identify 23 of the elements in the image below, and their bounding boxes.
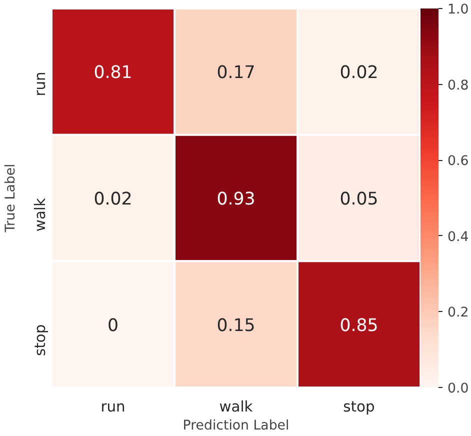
- data-label: 0: [107, 316, 119, 336]
- color-bar-label: 0.2: [448, 306, 469, 321]
- x-axis-title: Prediction Label: [182, 418, 290, 434]
- data-label: 0.15: [216, 316, 256, 336]
- y-tick-label: stop: [32, 324, 49, 356]
- data-label: 0.93: [216, 190, 256, 210]
- color-bar-label: 1.0: [448, 2, 469, 18]
- x-tick-label: run: [100, 398, 126, 416]
- x-tick-label: stop: [343, 398, 375, 416]
- data-label: 0.05: [340, 190, 378, 210]
- data-label: 0.17: [216, 63, 256, 84]
- data-label: 0.02: [340, 63, 378, 84]
- y-tick-label: run: [32, 72, 49, 96]
- y-axis-title: True Label: [4, 164, 18, 234]
- color-bar-label: 0.0: [448, 382, 469, 396]
- data-label: 0.85: [340, 316, 378, 336]
- color-bar-label: 0.8: [448, 78, 469, 94]
- y-tick-label: walk: [32, 197, 49, 232]
- x-tick-label: walk: [219, 398, 254, 416]
- color-bar-label: 0.6: [448, 154, 469, 170]
- data-label: 0.81: [94, 63, 132, 84]
- color-bar-label: 0.4: [448, 230, 469, 245]
- data-label: 0.02: [94, 190, 132, 210]
